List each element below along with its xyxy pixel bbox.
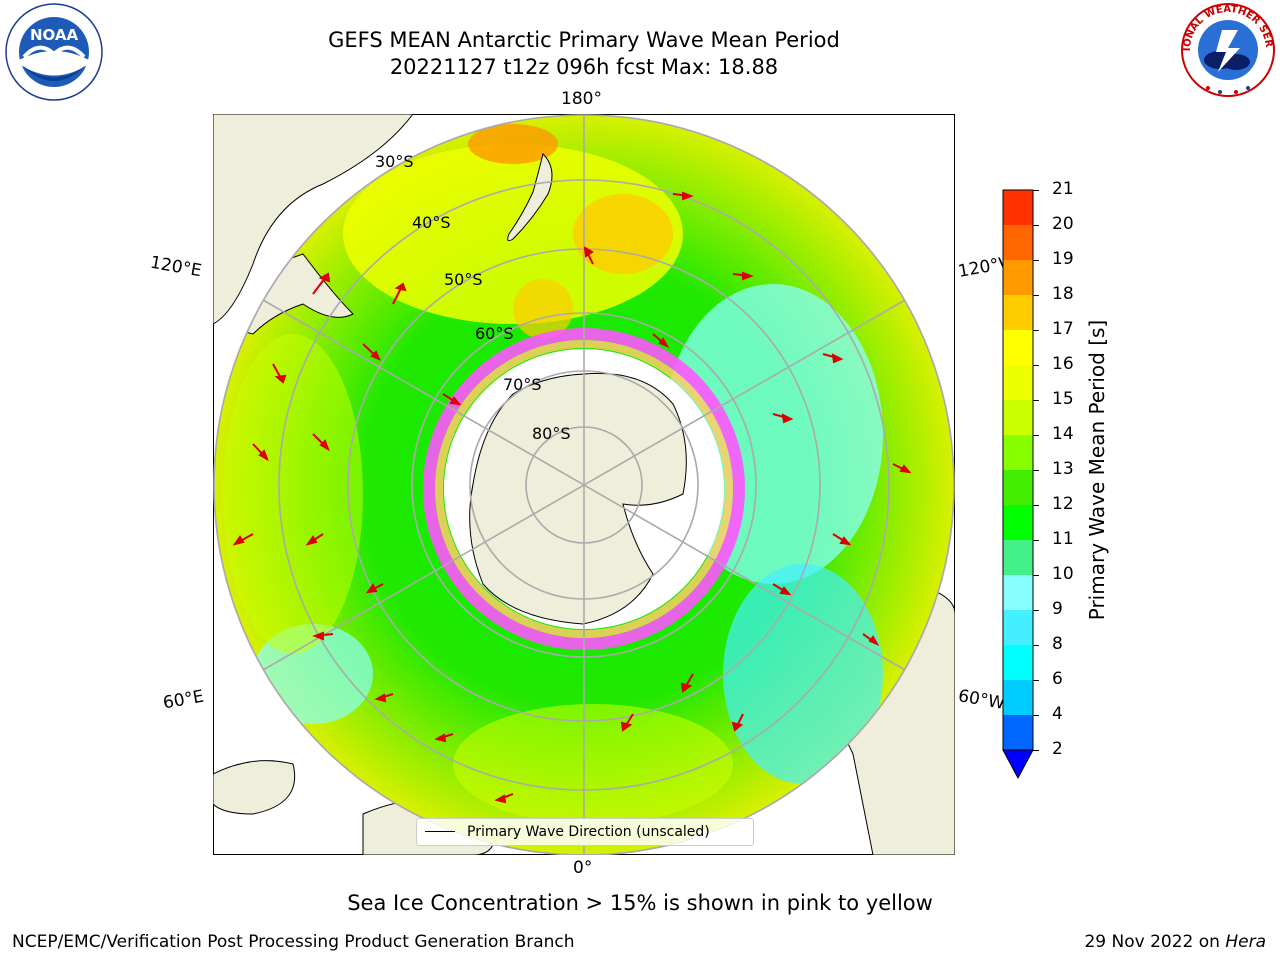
colorbar-band (1003, 540, 1033, 575)
colorbar-band (1003, 470, 1033, 505)
lat-label-30s: 30°S (375, 152, 414, 171)
colorbar-tick-mark (1033, 610, 1039, 611)
colorbar-band (1003, 435, 1033, 470)
lon-label-60e: 60°E (161, 686, 206, 714)
colorbar-tick-mark (1033, 715, 1039, 716)
lat-label-40s: 40°S (412, 213, 451, 232)
madagascar-land (213, 760, 296, 815)
lon-label-0: 0° (573, 858, 593, 878)
colorbar-band (1003, 575, 1033, 610)
colorbar-tick-label: 18 (1052, 284, 1074, 304)
colorbar-band (1003, 680, 1033, 715)
chart-subtitle: 20221127 t12z 096h fcst Max: 18.88 (389, 55, 779, 79)
colorbar-band (1003, 295, 1033, 330)
colorbar-band (1003, 330, 1033, 365)
nws-logo: NATIONAL WEATHER SERVICE (1178, 2, 1275, 97)
field-patch-red (468, 124, 558, 164)
colorbar-tick-label: 14 (1052, 424, 1074, 444)
colorbar-tick-mark (1033, 505, 1039, 506)
graticule (214, 115, 954, 855)
colorbar-tick-mark (1033, 680, 1039, 681)
colorbar-tick-label: 19 (1052, 249, 1074, 269)
colorbar-tick-label: 17 (1052, 319, 1074, 339)
map-legend: Primary Wave Direction (unscaled) (416, 818, 754, 846)
colorbar-label: Primary Wave Mean Period [s] (1085, 319, 1109, 621)
colorbar-tick-label: 2 (1052, 739, 1063, 759)
field-patch-orange-2 (513, 279, 573, 339)
colorbar-tick-mark (1033, 400, 1039, 401)
colorbar-tick-mark (1033, 260, 1039, 261)
legend-text: Primary Wave Direction (unscaled) (467, 824, 710, 840)
legend-line-sample (425, 831, 455, 832)
colorbar-tick-mark (1033, 295, 1039, 296)
colorbar-tick-mark (1033, 470, 1039, 471)
colorbar-tick-label: 11 (1052, 529, 1074, 549)
colorbar-band (1003, 715, 1033, 750)
lat-label-50s: 50°S (444, 270, 483, 289)
australia-land (213, 114, 414, 325)
colorbar-tick-label: 9 (1052, 599, 1063, 619)
colorbar-tick-label: 13 (1052, 459, 1074, 479)
colorbar-tick-mark (1033, 540, 1039, 541)
lon-label-60w: 60°W (956, 686, 1007, 714)
colorbar-tick-mark (1033, 330, 1039, 331)
noaa-logo: NOAA (5, 3, 103, 101)
colorbar-tick-mark (1033, 190, 1039, 191)
field-patch-west (223, 334, 363, 654)
sea-ice-note: Sea Ice Concentration > 15% is shown in … (347, 891, 933, 915)
field-patch-cyan-southeast (723, 564, 883, 784)
footer-credit: NCEP/EMC/Verification Post Processing Pr… (12, 932, 575, 952)
lat-label-70s: 70°S (503, 375, 542, 394)
colorbar-tick-label: 16 (1052, 354, 1074, 374)
colorbar-tick-label: 12 (1052, 494, 1074, 514)
lat-label-60s: 60°S (475, 324, 514, 343)
colorbar-tick-label: 4 (1052, 704, 1063, 724)
colorbar-tick-label: 15 (1052, 389, 1074, 409)
colorbar-band (1003, 645, 1033, 680)
colorbar-tick-label: 10 (1052, 564, 1074, 584)
lat-label-80s: 80°S (532, 424, 571, 443)
map-boundary (213, 114, 955, 855)
footer-machine: Hera (1225, 932, 1266, 952)
wave-direction-arrows (232, 191, 912, 804)
field-patch-south (453, 704, 733, 824)
colorbar-tick-mark (1033, 365, 1039, 366)
map-panel (213, 114, 955, 855)
new-zealand-land (507, 153, 553, 242)
colorbar-tick-mark (1033, 645, 1039, 646)
colorbar (1002, 189, 1034, 780)
colorbar-band (1003, 190, 1033, 225)
colorbar-band (1003, 505, 1033, 540)
colorbar-tick-label: 20 (1052, 214, 1074, 234)
colorbar-band (1003, 610, 1033, 645)
colorbar-tick-label: 6 (1052, 669, 1063, 689)
noaa-logo-text: NOAA (30, 26, 79, 44)
colorbar-tick-mark (1033, 435, 1039, 436)
colorbar-band (1003, 225, 1033, 260)
field-patch-orange (573, 194, 673, 274)
colorbar-tick-label: 21 (1052, 179, 1074, 199)
colorbar-band (1003, 400, 1033, 435)
colorbar-extend-triangle (1002, 749, 1034, 780)
colorbar-tick-mark (1033, 225, 1039, 226)
chart-title: GEFS MEAN Antarctic Primary Wave Mean Pe… (328, 28, 840, 52)
colorbar-band (1003, 260, 1033, 295)
colorbar-tick-mark (1033, 575, 1039, 576)
footer-date: 29 Nov 2022 on Hera (1084, 932, 1266, 952)
lon-label-180: 180° (561, 89, 602, 109)
colorbar-band (1003, 365, 1033, 400)
colorbar-tick-label: 8 (1052, 634, 1063, 654)
antarctica-land (469, 372, 687, 625)
lon-label-120e: 120°E (148, 252, 204, 282)
footer-date-text: 29 Nov 2022 on (1084, 932, 1226, 952)
colorbar-tick-mark (1033, 750, 1039, 751)
